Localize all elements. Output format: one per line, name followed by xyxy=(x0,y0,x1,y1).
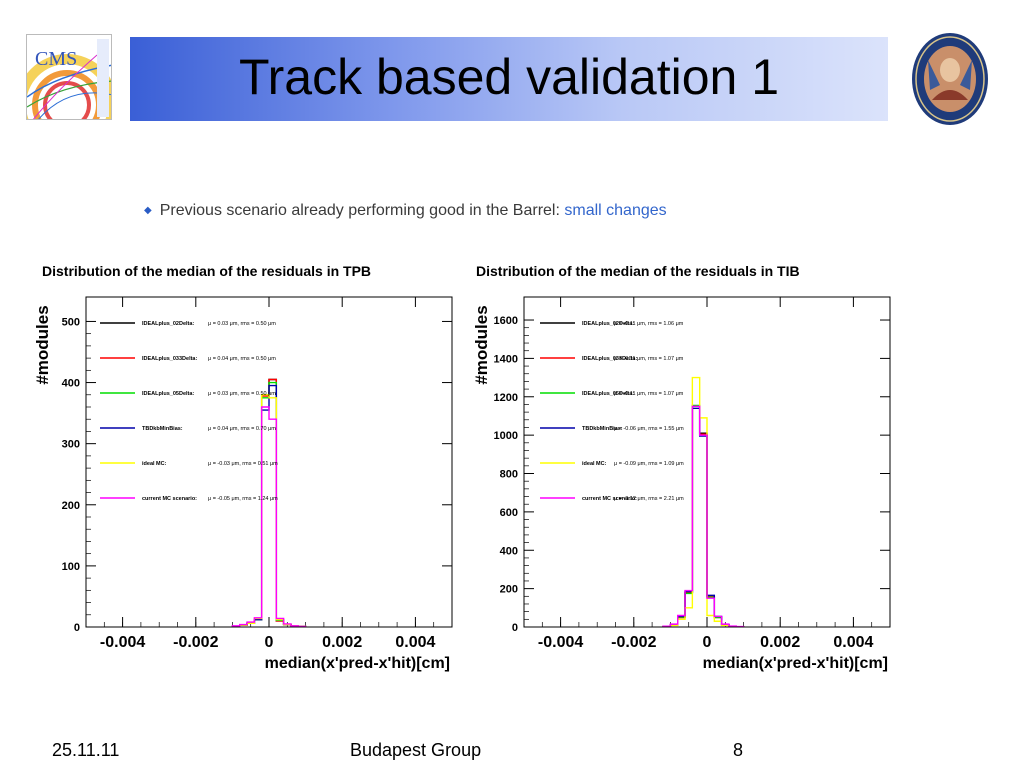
cms-logo-text: CMS xyxy=(35,48,77,70)
slide-title: Track based validation 1 xyxy=(238,49,780,105)
y-tick-label: 500 xyxy=(62,316,80,328)
y-tick-label: 1600 xyxy=(494,315,518,327)
chart-1: Distribution of the median of the residu… xyxy=(33,263,453,672)
legend-label: IDEALplus_02Delta: xyxy=(142,321,194,327)
x-tick-label: 0.004 xyxy=(395,634,435,651)
legend-stat: μ = 0.03 μm, rms = 0.50 μm xyxy=(208,321,276,327)
bullet-highlight: small changes xyxy=(564,202,667,219)
x-tick-label: -0.004 xyxy=(538,634,583,651)
legend-stat: μ = 0.04 μm, rms = 0.70 μm xyxy=(208,426,276,432)
footer-page-number: 8 xyxy=(733,740,744,760)
cms-logo: CMS xyxy=(26,34,112,120)
x-tick-label: 0 xyxy=(265,634,274,651)
legend-stat: μ = 0.03 μm, rms = 0.50 μm xyxy=(208,391,276,397)
chart-title: Distribution of the median of the residu… xyxy=(42,263,371,279)
plot-frame xyxy=(85,296,453,628)
x-tick-label: 0.004 xyxy=(833,634,873,651)
x-tick-label: 0.002 xyxy=(322,634,362,651)
legend-stat: μ = 0.04 μm, rms = 0.50 μm xyxy=(208,356,276,362)
legend-label: ideal MC: xyxy=(582,461,607,467)
y-tick-label: 400 xyxy=(62,378,80,390)
chart-2: Distribution of the median of the residu… xyxy=(472,263,891,672)
y-tick-label: 1400 xyxy=(494,353,518,365)
legend-label: IDEALplus_05Delta: xyxy=(582,391,634,397)
y-tick-label: 1000 xyxy=(494,430,518,442)
y-tick-label: 800 xyxy=(500,469,518,481)
legend-label: TBDkbMinBias: xyxy=(582,426,623,432)
footer-group: Budapest Group xyxy=(350,740,482,760)
y-tick-label: 200 xyxy=(62,500,80,512)
legend-label: TBDkbMinBias: xyxy=(142,426,183,432)
y-tick-label: 200 xyxy=(500,584,518,596)
legend-stat: μ = -0.11 μm, rms = 1.07 μm xyxy=(614,356,684,362)
legend-label: current MC scenario: xyxy=(582,496,637,502)
x-tick-label: 0 xyxy=(703,634,712,651)
y-tick-label: 300 xyxy=(62,439,80,451)
x-tick-label: 0.002 xyxy=(760,634,800,651)
legend-stat: μ = -0.05 μm, rms = 1.24 μm xyxy=(208,496,278,502)
legend-label: current MC scenario: xyxy=(142,496,197,502)
legend-stat: μ = -0.09 μm, rms = 1.09 μm xyxy=(614,461,684,467)
legend-stat: μ = -0.11 μm, rms = 1.07 μm xyxy=(614,391,684,397)
title-bar xyxy=(130,37,888,121)
y-tick-label: 0 xyxy=(74,622,80,634)
legend-stat: μ = -0.03 μm, rms = 0.51 μm xyxy=(208,461,278,467)
y-tick-label: 1200 xyxy=(494,392,518,404)
chart-title: Distribution of the median of the residu… xyxy=(476,263,800,279)
x-axis-label: median(x'pred-x'hit)[cm] xyxy=(265,655,450,672)
x-tick-label: -0.002 xyxy=(173,634,218,651)
footer-date: 25.11.11 xyxy=(52,740,120,760)
x-axis-label: median(x'pred-x'hit)[cm] xyxy=(703,655,888,672)
bullet-diamond-icon: ◆ xyxy=(144,205,152,216)
legend-label: IDEALplus_05Delta: xyxy=(142,391,194,397)
x-tick-label: -0.004 xyxy=(100,634,145,651)
y-tick-label: 400 xyxy=(500,545,518,557)
y-tick-label: 0 xyxy=(512,622,518,634)
histogram-series xyxy=(662,405,745,628)
bullet-text: Previous scenario already performing goo… xyxy=(159,202,565,219)
academy-seal xyxy=(910,30,990,128)
legend-stat: μ = -0.12 μm, rms = 2.21 μm xyxy=(614,496,684,502)
y-tick-label: 600 xyxy=(500,507,518,519)
legend-stat: μ = -0.06 μm, rms = 1.55 μm xyxy=(614,426,684,432)
bullet-item: ◆ Previous scenario already performing go… xyxy=(144,202,667,220)
y-tick-label: 100 xyxy=(62,561,80,573)
histogram-series xyxy=(231,406,307,628)
legend-label: IDEALplus_02Delta: xyxy=(582,321,634,327)
y-axis-label: #modules xyxy=(33,305,52,384)
y-axis-label: #modules xyxy=(472,305,491,384)
legend-label: IDEALplus_033Delta: xyxy=(582,356,637,362)
legend-stat: μ = -0.11 μm, rms = 1.06 μm xyxy=(614,321,684,327)
legend-label: ideal MC: xyxy=(142,461,167,467)
x-tick-label: -0.002 xyxy=(611,634,656,651)
legend-label: IDEALplus_033Delta: xyxy=(142,356,197,362)
